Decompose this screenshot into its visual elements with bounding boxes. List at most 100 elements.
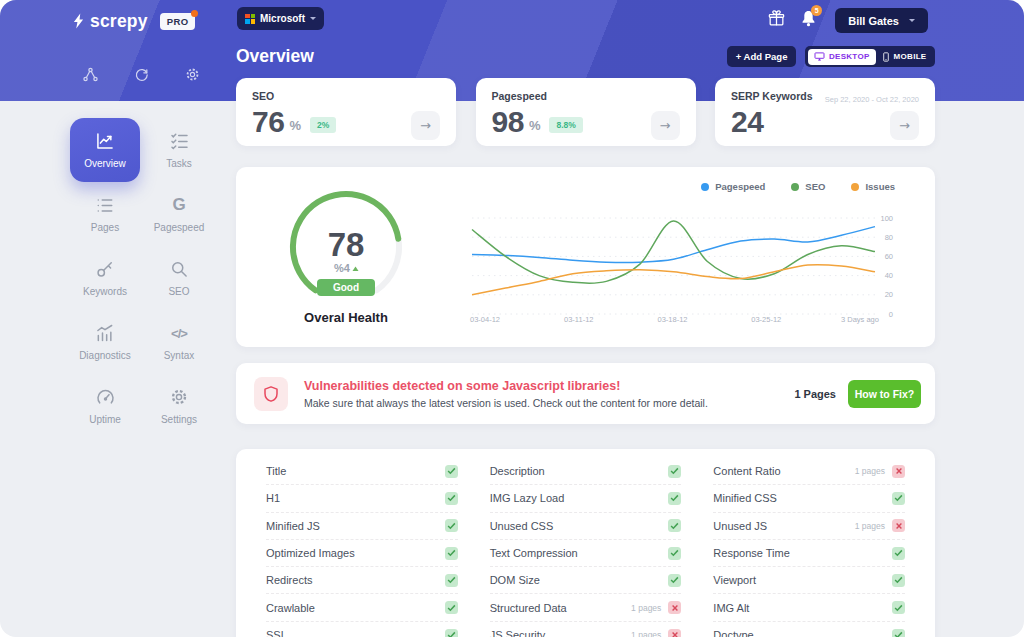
checklist-label: IMG Lazy Load <box>490 492 565 504</box>
checklist-label: Doctype <box>713 629 753 637</box>
sidebar-item-syntax[interactable]: </> Syntax <box>142 310 216 374</box>
checklist-item-ssl[interactable]: SSL <box>266 622 458 637</box>
checklist-item-js-security[interactable]: JS Security1 pages <box>490 622 682 637</box>
checklist-item-h1[interactable]: H1 <box>266 485 458 512</box>
sidebar-item-diagnostics[interactable]: Diagnostics <box>68 310 142 374</box>
svg-text:03-25-12: 03-25-12 <box>751 315 781 324</box>
check-icon <box>892 629 905 637</box>
code-icon: </> <box>171 323 187 343</box>
checklist-item-redirects[interactable]: Redirects <box>266 567 458 594</box>
checklist-pages: 1 pages <box>855 466 892 476</box>
check-icon <box>668 492 681 505</box>
checklist-item-content-ratio[interactable]: Content Ratio1 pages <box>713 458 905 485</box>
checklist-label: Crawlable <box>266 602 315 614</box>
checklist-item-unused-css[interactable]: Unused CSS <box>490 513 682 540</box>
checklist-icon <box>169 131 190 151</box>
notifications-button[interactable]: 5 <box>799 9 818 32</box>
svg-text:3 Days ago: 3 Days ago <box>841 315 879 324</box>
lightning-bolt-icon <box>70 10 87 32</box>
user-menu[interactable]: Bill Gates <box>835 8 928 33</box>
sync-icon[interactable] <box>133 66 150 87</box>
stat-card-pagespeed: Pagespeed98%8.8%→ <box>476 78 696 146</box>
svg-text:40: 40 <box>885 271 893 280</box>
checklist-item-viewport[interactable]: Viewport <box>713 567 905 594</box>
checklist-pages: 1 pages <box>631 603 668 613</box>
checklist-item-description[interactable]: Description <box>490 458 682 485</box>
chart-line-icon <box>94 131 116 151</box>
sidebar-nav: Overview Tasks PagesGPagespeed Keywords SEOD… <box>68 118 220 438</box>
checklist-item-dom-size[interactable]: DOM Size <box>490 567 682 594</box>
add-page-button[interactable]: + Add Page <box>727 46 797 67</box>
checklist-item-unused-js[interactable]: Unused JS1 pages <box>713 513 905 540</box>
sidebar-item-label: Syntax <box>164 350 195 361</box>
check-icon <box>445 547 458 560</box>
key-icon <box>95 259 115 279</box>
sidebar-item-settings[interactable]: Settings <box>142 374 216 438</box>
sidebar-item-label: Uptime <box>89 414 121 425</box>
sidebar-item-tasks[interactable]: Tasks <box>142 118 216 182</box>
site-selector[interactable]: Microsoft <box>237 7 324 30</box>
checklist-item-doctype[interactable]: Doctype <box>713 622 905 637</box>
how-to-fix-button[interactable]: How to Fix? <box>848 380 921 408</box>
stat-detail-button[interactable]: → <box>411 111 440 140</box>
gift-icon[interactable] <box>767 9 786 32</box>
stat-unit: % <box>529 118 541 133</box>
sidebar-item-label: Tasks <box>166 158 192 169</box>
stat-value: 24 <box>731 105 763 139</box>
svg-text:03-04-12: 03-04-12 <box>470 315 500 324</box>
magnifier-icon <box>169 259 189 279</box>
svg-text:100: 100 <box>880 214 893 223</box>
notification-badge: 5 <box>811 5 822 16</box>
check-icon <box>892 547 905 560</box>
checklist-item-text-compression[interactable]: Text Compression <box>490 540 682 567</box>
sidebar-item-pagespeed[interactable]: GPagespeed <box>142 182 216 246</box>
mobile-icon <box>882 52 890 62</box>
sidebar-item-uptime[interactable]: Uptime <box>68 374 142 438</box>
check-icon <box>892 492 905 505</box>
svg-text:0: 0 <box>889 310 893 319</box>
sidebar-item-keywords[interactable]: Keywords <box>68 246 142 310</box>
vulnerability-alert: Vulnerabilities detected on some Javascr… <box>236 363 935 424</box>
checklist-item-response-time[interactable]: Response Time <box>713 540 905 567</box>
alert-title: Vulnerabilities detected on some Javascr… <box>304 379 708 393</box>
sidebar-item-overview[interactable]: Overview <box>70 118 140 182</box>
alert-pages-count: 1 Pages <box>794 388 836 400</box>
device-toggle: DESKTOP MOBILE <box>805 46 935 67</box>
sidebar-item-label: Settings <box>161 414 197 425</box>
checklist-item-structured-data[interactable]: Structured Data1 pages <box>490 594 682 621</box>
sidebar-item-label: Keywords <box>83 286 127 297</box>
chevron-down-icon <box>310 17 316 20</box>
toggle-desktop[interactable]: DESKTOP <box>808 49 876 65</box>
cross-icon <box>668 601 681 614</box>
checklist-item-title[interactable]: Title <box>266 458 458 485</box>
pro-badge: PRO <box>160 13 196 30</box>
checklist-label: Optimized Images <box>266 547 355 559</box>
checklist-pages: 1 pages <box>855 521 892 531</box>
toggle-mobile[interactable]: MOBILE <box>876 49 933 65</box>
sidebar-item-pages[interactable]: Pages <box>68 182 142 246</box>
svg-text:03-11-12: 03-11-12 <box>564 315 593 324</box>
checklist-item-optimized-images[interactable]: Optimized Images <box>266 540 458 567</box>
sitemap-icon[interactable] <box>82 66 99 87</box>
checklist-item-crawlable[interactable]: Crawlable <box>266 594 458 621</box>
checklist-pages: 1 pages <box>631 630 668 637</box>
gear-icon[interactable] <box>184 66 201 87</box>
brand-logo[interactable]: screpy PRO <box>70 10 195 32</box>
checklist-label: Viewport <box>713 574 756 586</box>
shield-icon <box>254 377 288 411</box>
svg-text:20: 20 <box>885 290 893 299</box>
stat-detail-button[interactable]: → <box>651 111 680 140</box>
checklist-item-img-lazy-load[interactable]: IMG Lazy Load <box>490 485 682 512</box>
series-seo <box>472 221 875 283</box>
checklist-item-minified-js[interactable]: Minified JS <box>266 513 458 540</box>
stat-cards: SEO76%2%→Pagespeed98%8.8%→SERP KeywordsS… <box>236 78 935 146</box>
stat-detail-button[interactable]: → <box>890 111 919 140</box>
gear-icon <box>169 387 189 407</box>
svg-text:80: 80 <box>885 233 893 242</box>
checklist-item-img-alt[interactable]: IMG Alt <box>713 594 905 621</box>
sidebar-item-seo[interactable]: SEO <box>142 246 216 310</box>
checklist-label: Description <box>490 465 545 477</box>
checklist-item-minified-css[interactable]: Minified CSS <box>713 485 905 512</box>
brand-name: screpy <box>90 11 148 32</box>
alert-description: Make sure that always the latest version… <box>304 397 708 409</box>
